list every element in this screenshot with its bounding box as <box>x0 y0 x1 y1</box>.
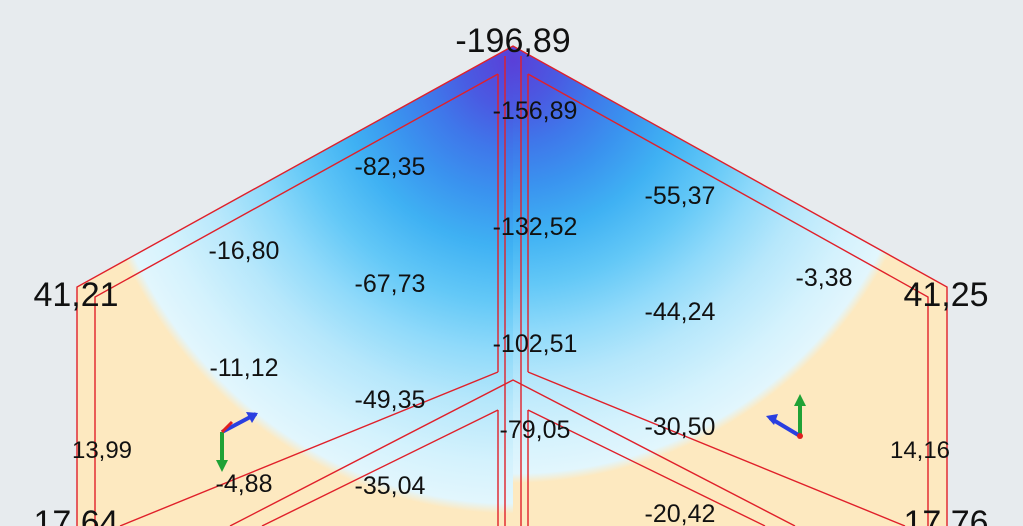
left-panel-face <box>77 46 513 526</box>
center-value-3: -102,51 <box>493 330 578 358</box>
right-corner-bottom-value: 17,76 <box>903 504 988 526</box>
left-value-a1: -82,35 <box>355 153 426 181</box>
left-edge-mid-value: 13,99 <box>72 437 132 464</box>
left-corner-top-value: 41,21 <box>33 276 118 314</box>
right-edge-mid-value: 14,16 <box>890 437 950 464</box>
left-value-b1: -16,80 <box>209 237 280 265</box>
right-value-a2: -44,24 <box>645 298 716 326</box>
left-value-a2: -67,73 <box>355 270 426 298</box>
right-value-a1: -55,37 <box>645 182 716 210</box>
left-corner-bottom-value: 17,64 <box>33 504 118 526</box>
member-outlines <box>76 45 948 526</box>
right-value-a4: -20,42 <box>645 500 716 526</box>
right-value-a3: -30,50 <box>645 413 716 441</box>
left-value-b2: -11,12 <box>209 354 278 382</box>
center-value-4: -79,05 <box>500 416 571 444</box>
center-value-2: -132,52 <box>493 213 578 241</box>
left-value-b3: -4,88 <box>216 470 273 498</box>
left-value-a4: -35,04 <box>355 472 426 500</box>
coordinate-axes-icon <box>216 412 258 472</box>
coordinate-axes-icon <box>766 394 806 439</box>
right-panel-face <box>513 46 947 526</box>
center-value-1: -156,89 <box>493 97 578 125</box>
right-value-b1: -3,38 <box>796 264 853 292</box>
value-labels: -196,89 41,21 41,25 13,99 14,16 17,64 17… <box>33 22 988 526</box>
right-corner-top-value: 41,25 <box>903 276 988 314</box>
apex-value: -196,89 <box>455 22 570 60</box>
left-value-a3: -49,35 <box>355 386 426 414</box>
